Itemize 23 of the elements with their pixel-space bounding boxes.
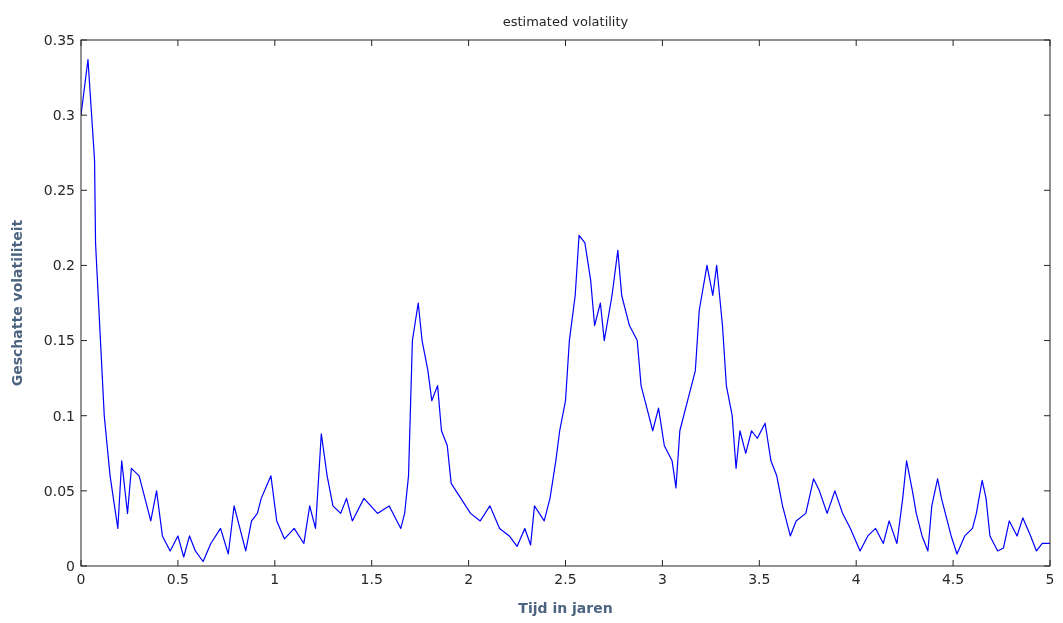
chart-title: estimated volatility xyxy=(502,14,629,29)
y-tick-label: 0.1 xyxy=(52,407,75,424)
x-tick-label: 4.5 xyxy=(941,571,965,587)
x-tick-label: 2 xyxy=(464,571,474,587)
y-axis-title: Geschatte volatiliteit xyxy=(9,219,25,387)
x-tick-label: 2.5 xyxy=(554,571,577,587)
x-tick-label: 1.5 xyxy=(360,571,383,587)
x-tick-label: 0.5 xyxy=(166,571,190,587)
x-tick-label: 0 xyxy=(76,571,86,587)
y-tick-label: 0.35 xyxy=(43,31,75,48)
x-tick-label: 5 xyxy=(1045,571,1055,587)
x-axis-title: Tijd in jaren xyxy=(518,600,613,616)
x-tick-label: 4 xyxy=(851,571,861,587)
x-tick-label: 3.5 xyxy=(748,571,771,587)
y-tick-label: 0 xyxy=(66,557,75,574)
y-tick-label: 0.05 xyxy=(43,482,75,499)
line-series xyxy=(81,58,1050,563)
y-tick-label: 0.15 xyxy=(43,332,75,349)
x-tick-label: 3 xyxy=(657,571,667,587)
x-tick-label: 1 xyxy=(270,571,280,587)
y-tick-label: 0.25 xyxy=(43,182,75,199)
y-tick-label: 0.3 xyxy=(52,107,75,124)
y-tick-label: 0.2 xyxy=(52,257,75,274)
